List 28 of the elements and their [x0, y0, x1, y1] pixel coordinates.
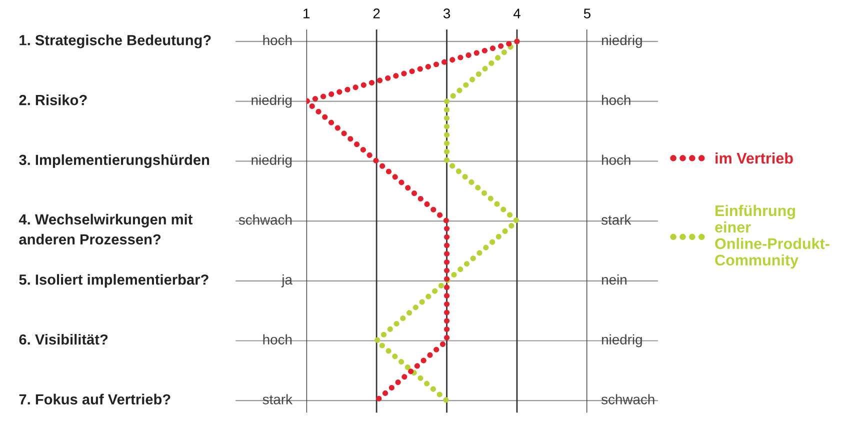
y-tick-label: 6. Visibilität?: [19, 334, 108, 345]
x-tick-label: 3: [443, 8, 450, 18]
legend-label: im Vertrieb: [716, 152, 793, 164]
legend-label: Einführung einer Online-Produkt- Community: [715, 204, 830, 269]
text: niedrig: [252, 94, 292, 108]
text: niedrig: [602, 34, 642, 48]
text: hoch: [602, 94, 630, 106]
text: hoch: [263, 334, 292, 344]
x-tick-label: 2: [373, 8, 380, 18]
y-tick-label: 3. Implementierungshürden: [19, 154, 210, 168]
y-tick-label: 4. Wechselwirkungen mit anderen Prozessen?: [18, 214, 193, 245]
y-tick-label: 7. Fokus auf Vertrieb?: [19, 394, 170, 405]
text: stark: [601, 214, 632, 225]
y-tick-label: 2. Risiko?: [19, 94, 87, 106]
text: nein: [602, 274, 626, 285]
text: hoch: [263, 34, 292, 46]
y-tick-label: 5. Isoliert implementierbar?: [19, 274, 208, 288]
x-tick-label: 1: [304, 8, 310, 18]
y-tick-label: 1. Strategische Bedeutung?: [20, 34, 211, 48]
x-tick-label: 5: [584, 8, 590, 18]
text: niedrig: [602, 334, 642, 348]
x-tick-label: 4: [513, 8, 520, 18]
text: schwach: [601, 394, 654, 404]
text: niedrig: [252, 154, 292, 168]
text: hoch: [602, 154, 630, 165]
text: stark: [262, 394, 292, 404]
text: ja: [281, 274, 292, 288]
text: schwach: [238, 214, 292, 225]
